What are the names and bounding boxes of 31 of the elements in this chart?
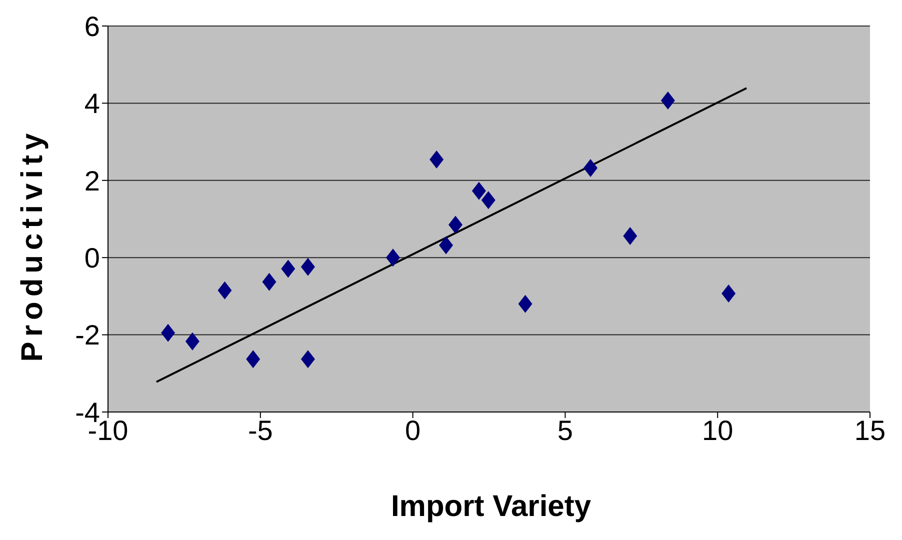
point [161, 324, 176, 342]
point [430, 150, 444, 169]
point [722, 284, 736, 302]
point [472, 182, 486, 200]
point [185, 332, 200, 350]
x-tick-label: -5 [248, 414, 273, 446]
point [281, 260, 296, 278]
y-tick-label: -2 [75, 320, 100, 351]
y-tick-label: 2 [84, 165, 100, 196]
y-axis-title: Productivity [16, 127, 50, 364]
point [518, 294, 532, 313]
point [262, 272, 276, 291]
point [584, 159, 598, 178]
point [623, 226, 638, 245]
y-tick-label: 4 [84, 88, 100, 120]
point [246, 350, 260, 368]
x-axis-title: Import Variety [390, 490, 592, 524]
point [448, 216, 462, 234]
point [481, 191, 496, 210]
y-tick-label: 0 [84, 242, 100, 274]
x-tick-label: 15 [854, 414, 886, 446]
x-tick-label: 5 [557, 414, 573, 446]
point [439, 236, 454, 254]
x-tick-label: 10 [702, 414, 734, 446]
point [300, 258, 315, 276]
y-tick-label: 6 [84, 10, 100, 42]
x-tick-label: 0 [405, 414, 421, 446]
point [660, 92, 675, 110]
point [300, 350, 315, 368]
point [386, 248, 400, 267]
point [218, 281, 232, 300]
